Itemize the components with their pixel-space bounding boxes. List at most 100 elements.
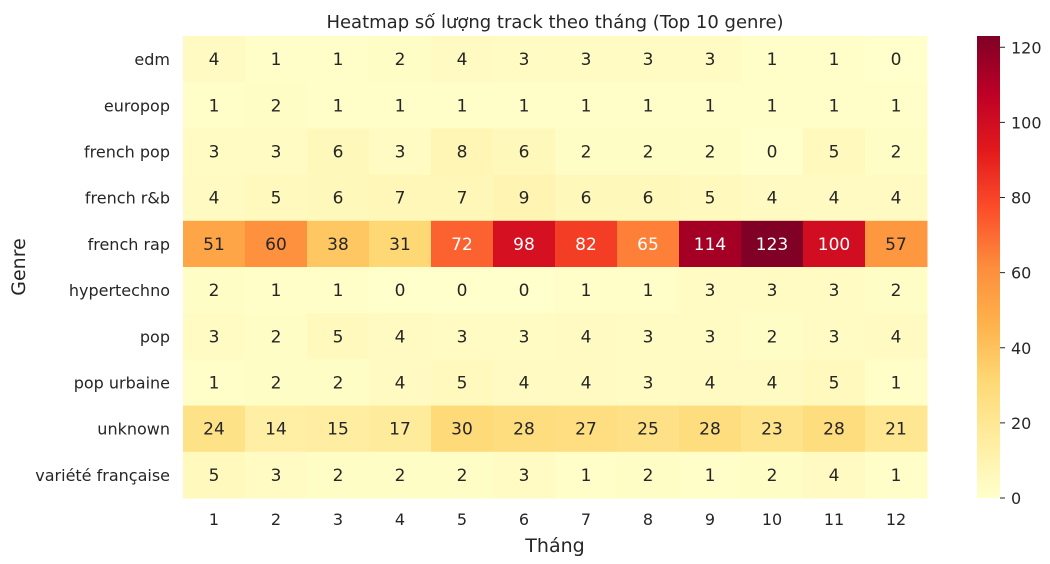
cell-value-label: 1: [705, 96, 716, 116]
x-tick-label: 10: [762, 510, 782, 529]
cell-value-label: 5: [209, 466, 220, 486]
cell-value-label: 17: [389, 420, 411, 440]
cell-value-label: 28: [513, 420, 535, 440]
cell-value-label: 51: [203, 235, 225, 255]
cell-value-label: 82: [575, 235, 597, 255]
cell-value-label: 1: [457, 96, 468, 116]
heatmap-cell: [369, 405, 432, 453]
cell-value-label: 3: [829, 327, 840, 347]
heatmap-cell: [803, 267, 866, 314]
heatmap-cell: [369, 267, 432, 314]
heatmap-cell: [183, 313, 246, 360]
cell-value-label: 2: [271, 374, 282, 394]
heatmap-cell: [307, 82, 370, 129]
heatmap-cell: [307, 405, 370, 453]
heatmap-cell: [555, 405, 618, 453]
cell-value-label: 3: [395, 143, 406, 163]
cell-value-label: 3: [581, 50, 592, 70]
cell-value-label: 6: [519, 143, 530, 163]
cell-value-label: 114: [694, 235, 726, 255]
cell-value-label: 3: [271, 143, 282, 163]
heatmap-cell: [865, 313, 928, 360]
cell-value-label: 14: [265, 420, 287, 440]
y-tick-label: pop urbaine: [74, 374, 170, 393]
cell-value-label: 5: [829, 143, 840, 163]
cell-value-label: 5: [333, 327, 344, 347]
heatmap-cell: [493, 174, 556, 222]
x-tick-label: 4: [395, 510, 405, 529]
cell-value-label: 6: [581, 189, 592, 209]
heatmap-cell: [679, 220, 742, 268]
heatmap-cell: [617, 36, 680, 83]
cell-value-label: 6: [643, 189, 654, 209]
heatmap-cell: [617, 128, 680, 176]
heatmap-cell: [245, 220, 308, 268]
heatmap-cell: [865, 174, 928, 222]
heatmap-cell: [307, 128, 370, 176]
cell-value-label: 1: [829, 50, 840, 70]
cell-value-label: 1: [333, 96, 344, 116]
colorbar: 0 20 40 60 80 100 120: [977, 36, 1042, 508]
heatmap-cell: [183, 128, 246, 176]
cell-value-label: 0: [395, 281, 406, 301]
cell-value-label: 57: [885, 235, 907, 255]
heatmap-cell: [307, 220, 370, 268]
cell-value-label: 28: [699, 420, 721, 440]
x-tick-label: 5: [457, 510, 467, 529]
heatmap-cell: [803, 36, 866, 83]
heatmap-cell: [493, 267, 556, 314]
heatmap-cell: [369, 82, 432, 129]
heatmap-cell: [741, 220, 804, 268]
heatmap-cell: [431, 359, 494, 407]
heatmap-cell: [741, 451, 804, 499]
cell-value-label: 72: [451, 235, 473, 255]
y-axis-label: Genre: [8, 238, 30, 296]
cell-value-label: 1: [333, 50, 344, 70]
cell-value-label: 3: [643, 374, 654, 394]
x-tick-label: 9: [705, 510, 715, 529]
heatmap-cell: [865, 267, 928, 314]
cell-value-label: 3: [705, 50, 716, 70]
cell-value-label: 2: [457, 466, 468, 486]
x-tick-label: 11: [824, 510, 844, 529]
cell-value-label: 6: [333, 143, 344, 163]
heatmap-cell: [741, 82, 804, 129]
heatmap-cell: [679, 359, 742, 407]
heatmap-cell: [245, 451, 308, 499]
heatmap-cell: [617, 405, 680, 453]
cell-value-label: 5: [271, 189, 282, 209]
heatmap-cell: [803, 313, 866, 360]
colorbar-tick-label: 100: [1011, 113, 1042, 132]
cell-value-label: 1: [643, 96, 654, 116]
cell-value-label: 2: [333, 374, 344, 394]
heatmap-cell: [245, 313, 308, 360]
chart-title: Heatmap số lượng track theo tháng (Top 1…: [326, 12, 783, 33]
heatmap-cells: 4 1 1 2 4 3 3 3 3 1 1 01 2 1 1 1 1 1 1 1 1 1 13 3 6 3 8 6 2 2 2 0 5 24 5 6 7…: [183, 36, 928, 499]
heatmap-cell: [865, 128, 928, 176]
cell-value-label: 21: [885, 420, 907, 440]
cell-value-label: 1: [333, 281, 344, 301]
heatmap-cell: [803, 220, 866, 268]
heatmap-cell: [555, 82, 618, 129]
cell-value-label: 3: [209, 327, 220, 347]
heatmap-cell: [741, 128, 804, 176]
y-tick-label: pop: [140, 327, 170, 346]
heatmap-cell: [741, 174, 804, 222]
heatmap-cell: [679, 451, 742, 499]
heatmap-cell: [555, 359, 618, 407]
heatmap-cell: [183, 359, 246, 407]
heatmap-cell: [493, 128, 556, 176]
heatmap-cell: [431, 36, 494, 83]
cell-value-label: 1: [519, 96, 530, 116]
cell-value-label: 4: [209, 189, 220, 209]
cell-value-label: 1: [891, 466, 902, 486]
heatmap-cell: [493, 359, 556, 407]
cell-value-label: 4: [891, 327, 902, 347]
cell-value-label: 2: [271, 96, 282, 116]
cell-value-label: 98: [513, 235, 535, 255]
cell-value-label: 2: [209, 281, 220, 301]
heatmap-cell: [183, 405, 246, 453]
cell-value-label: 25: [637, 420, 659, 440]
cell-value-label: 1: [395, 96, 406, 116]
cell-value-label: 8: [457, 143, 468, 163]
